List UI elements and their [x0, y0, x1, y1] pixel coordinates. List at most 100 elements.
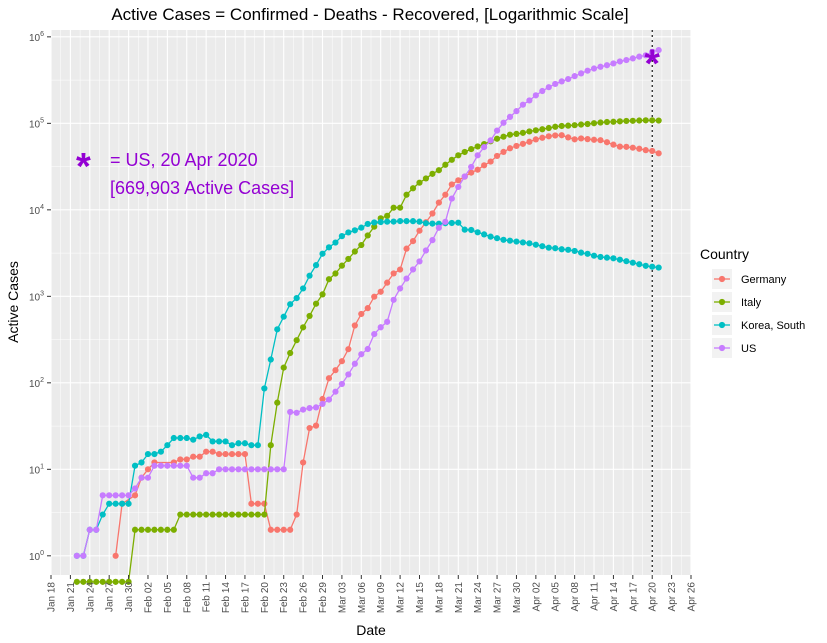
- data-point-korea-south: [422, 220, 430, 227]
- data-point-germany: [558, 132, 565, 139]
- data-point-us: [267, 466, 274, 473]
- data-point-korea-south: [565, 246, 572, 253]
- data-point-germany: [545, 133, 552, 140]
- data-point-us: [86, 526, 93, 533]
- data-point-italy: [215, 511, 223, 518]
- data-point-us: [300, 406, 307, 413]
- data-point-germany: [248, 500, 255, 507]
- data-point-us: [616, 58, 623, 65]
- data-point-italy: [565, 122, 572, 129]
- data-point-italy: [157, 526, 164, 533]
- data-point-italy: [293, 337, 300, 344]
- data-point-germany: [597, 137, 604, 144]
- data-point-italy: [390, 204, 397, 211]
- y-tick-label: 101: [29, 463, 44, 476]
- data-point-korea-south: [274, 326, 281, 333]
- x-tick-label: Mar 09: [376, 582, 387, 614]
- y-tick-label: 102: [29, 377, 44, 390]
- data-point-us: [487, 137, 494, 144]
- data-point-us: [99, 492, 106, 499]
- data-point-korea-south: [390, 218, 397, 225]
- data-point-germany: [578, 135, 585, 142]
- data-point-germany: [287, 526, 294, 533]
- legend-item-germany: Germany: [712, 269, 787, 289]
- data-point-italy: [629, 117, 636, 124]
- data-point-korea-south: [539, 243, 546, 250]
- data-point-korea-south: [267, 356, 274, 363]
- data-point-germany: [429, 210, 436, 217]
- data-point-italy: [409, 185, 417, 192]
- data-point-korea-south: [119, 500, 126, 507]
- data-point-korea-south: [371, 219, 378, 226]
- data-point-italy: [351, 248, 358, 255]
- data-point-korea-south: [112, 500, 119, 507]
- data-point-us: [274, 466, 281, 473]
- data-point-us: [338, 380, 346, 388]
- data-point-germany: [306, 424, 313, 432]
- data-point-italy: [151, 526, 158, 533]
- data-point-korea-south: [106, 500, 113, 507]
- data-point-us: [80, 552, 87, 559]
- data-point-germany: [500, 148, 507, 156]
- data-point-us: [649, 48, 656, 55]
- x-tick-label: Mar 06: [357, 582, 368, 614]
- data-point-germany: [416, 227, 423, 234]
- x-tick-label: Apr 26: [687, 582, 698, 612]
- data-point-korea-south: [196, 433, 203, 440]
- data-point-us: [215, 466, 223, 473]
- series-italy: [73, 117, 662, 585]
- data-point-us: [623, 56, 630, 64]
- data-point-us: [539, 87, 546, 95]
- data-point-germany: [228, 450, 236, 458]
- x-tick-label: Mar 21: [454, 582, 465, 614]
- data-point-us: [442, 218, 449, 225]
- data-point-italy: [222, 511, 229, 518]
- data-point-italy: [519, 129, 527, 136]
- data-point-germany: [183, 456, 190, 463]
- x-tick-label: Mar 27: [493, 582, 504, 614]
- data-point-germany: [209, 448, 216, 455]
- data-point-us: [629, 55, 636, 62]
- data-point-germany: [642, 147, 649, 154]
- data-point-germany: [590, 136, 598, 143]
- x-tick-label: Feb 05: [163, 582, 174, 614]
- data-point-italy: [442, 161, 449, 168]
- data-point-korea-south: [235, 440, 242, 447]
- data-point-korea-south: [629, 259, 636, 266]
- data-point-italy: [228, 511, 236, 518]
- data-point-us: [597, 63, 604, 70]
- data-point-italy: [138, 526, 145, 533]
- data-point-korea-south: [228, 442, 236, 449]
- legend-title: Country: [700, 246, 749, 262]
- data-point-korea-south: [312, 262, 320, 269]
- data-point-us: [325, 396, 333, 403]
- data-point-us: [493, 127, 501, 134]
- data-point-us: [532, 92, 539, 99]
- data-point-italy: [571, 122, 578, 129]
- data-point-germany: [190, 453, 197, 460]
- series-us: [73, 46, 662, 559]
- data-point-korea-south: [157, 448, 164, 455]
- data-point-korea-south: [222, 438, 229, 445]
- data-point-us: [164, 462, 171, 469]
- data-point-italy: [125, 578, 132, 585]
- data-point-germany: [345, 346, 352, 353]
- x-tick-label: Feb 29: [318, 582, 329, 614]
- legend-label: US: [741, 343, 756, 355]
- data-point-italy: [468, 145, 475, 153]
- data-point-korea-south: [209, 438, 216, 445]
- data-point-germany: [655, 150, 662, 157]
- data-point-germany: [603, 139, 611, 146]
- data-point-italy: [416, 179, 423, 186]
- data-point-italy: [274, 399, 281, 406]
- data-point-us: [73, 552, 80, 559]
- data-point-korea-south: [448, 219, 455, 227]
- data-point-us: [312, 404, 320, 411]
- data-point-italy: [338, 262, 346, 269]
- x-tick-label: Mar 24: [473, 582, 484, 614]
- data-point-korea-south: [655, 264, 662, 271]
- data-point-italy: [545, 124, 552, 132]
- data-point-us: [106, 492, 113, 499]
- data-point-korea-south: [319, 250, 326, 257]
